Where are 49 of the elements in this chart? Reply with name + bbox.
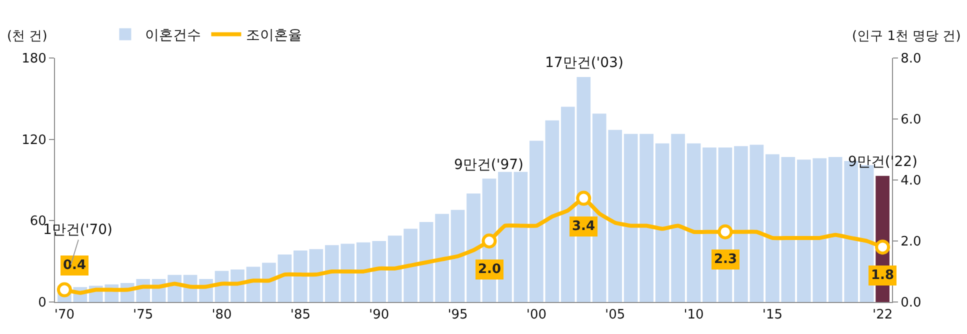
data-label: 3.4 <box>572 219 596 234</box>
bar <box>309 249 324 302</box>
annotation: 17만건('03) <box>545 55 624 71</box>
bar <box>294 250 308 302</box>
annotation: 9만건('97) <box>454 157 524 173</box>
bar <box>702 147 716 302</box>
point <box>482 234 497 248</box>
bar <box>419 222 434 302</box>
y-tick-label: 180 <box>22 52 46 67</box>
y2-tick-label: 2.0 <box>900 234 922 250</box>
y-tick-label: 0 <box>38 296 46 311</box>
x-tick-label: '70 <box>54 308 75 323</box>
x-tick-label: '85 <box>290 308 311 323</box>
y2-axis-title: (인구 1천 명당 건) <box>852 29 961 44</box>
bar <box>734 146 748 302</box>
x-tick-label: '22 <box>872 308 893 323</box>
y-axis-title: (천 건) <box>7 29 48 44</box>
y-tick-label: 60 <box>30 214 46 230</box>
point <box>576 190 592 206</box>
x-tick-label: '15 <box>762 308 782 323</box>
annotation: 9만건('22) <box>848 154 918 170</box>
bar <box>514 172 528 302</box>
bar <box>671 134 685 302</box>
bar <box>686 143 701 302</box>
x-tick-label: '90 <box>369 308 390 323</box>
point <box>875 240 890 255</box>
bar <box>435 214 449 302</box>
legend-label: 이혼건수 <box>145 28 202 44</box>
data-label: 2.3 <box>714 252 738 267</box>
point <box>56 282 72 298</box>
x-tick-label: '05 <box>605 308 626 323</box>
bar <box>655 143 670 302</box>
y2-tick-label: 8.0 <box>900 52 922 67</box>
y2-tick-label: 6.0 <box>900 112 922 128</box>
y-tick-label: 120 <box>22 132 46 148</box>
bar <box>750 144 764 302</box>
x-tick-label: '80 <box>212 308 232 323</box>
x-tick-label: '95 <box>448 308 468 323</box>
y2-tick-label: 0.0 <box>900 296 922 311</box>
point <box>718 224 733 240</box>
data-label: 0.4 <box>63 258 86 273</box>
bar <box>450 210 465 302</box>
data-label: 1.8 <box>871 268 894 283</box>
legend-label: 조이혼율 <box>246 28 302 44</box>
x-tick-label: '10 <box>684 308 704 323</box>
x-tick-label: '75 <box>133 308 154 323</box>
data-label: 2.0 <box>478 262 502 277</box>
y2-tick-label: 4.0 <box>900 174 922 189</box>
x-tick-label: '00 <box>526 308 546 323</box>
